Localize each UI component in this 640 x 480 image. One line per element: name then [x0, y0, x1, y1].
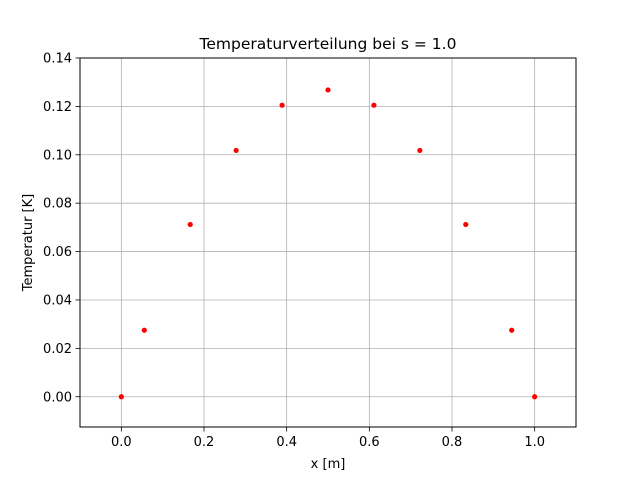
data-point [279, 102, 285, 108]
y-tick-label: 0.04 [43, 293, 72, 308]
y-tick-label: 0.06 [43, 245, 72, 260]
x-tick-label: 1.0 [524, 435, 545, 450]
chart-title: Temperaturverteilung bei s = 1.0 [199, 35, 457, 53]
data-point [187, 221, 193, 228]
data-point [509, 327, 515, 333]
data-point [417, 147, 423, 154]
data-point [532, 394, 538, 400]
data-point [118, 394, 124, 400]
data-point [233, 147, 239, 154]
data-point [371, 102, 377, 108]
x-tick-label: 0.8 [442, 435, 463, 450]
data-point [463, 221, 469, 228]
y-tick-label: 0.10 [43, 148, 72, 163]
x-axis-ticks: 0.0 0.2 0.4 0.6 0.8 1.0 [111, 427, 545, 450]
x-tick-label: 0.6 [359, 435, 380, 450]
x-tick-label: 0.2 [194, 435, 215, 450]
y-axis-ticks: 0.00 0.02 0.04 0.06 0.08 0.10 0.12 0.14 [43, 52, 80, 405]
x-tick-label: 0.4 [276, 435, 297, 450]
y-axis-label: Temperatur [K] [21, 194, 36, 292]
y-tick-label: 0.02 [43, 342, 72, 357]
y-tick-label: 0.08 [43, 197, 72, 212]
data-point [141, 327, 147, 333]
data-point [325, 87, 331, 93]
x-axis-label: x [m] [311, 457, 346, 472]
plot-frame [79, 57, 577, 428]
y-tick-label: 0.00 [43, 390, 72, 405]
data-points [118, 87, 538, 400]
y-tick-label: 0.14 [43, 52, 72, 67]
y-tick-label: 0.12 [43, 100, 72, 115]
x-tick-label: 0.0 [111, 435, 132, 450]
